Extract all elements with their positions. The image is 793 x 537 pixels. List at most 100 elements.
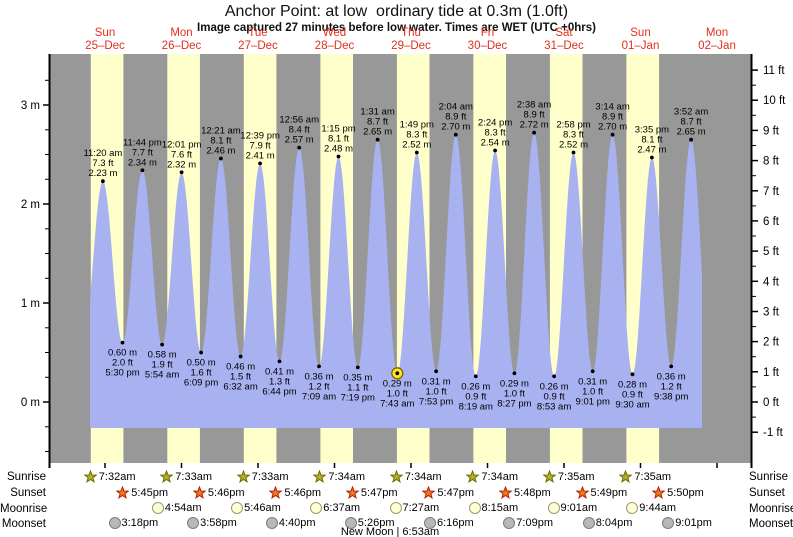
tide-event-dot bbox=[669, 364, 674, 369]
moonrise-time: 9:01am bbox=[560, 502, 598, 514]
moonset-entry: 7:09pm bbox=[503, 517, 553, 529]
sunrise-entry: 7:33am bbox=[160, 470, 212, 484]
sunrise-entry: 7:34am bbox=[313, 470, 365, 484]
day-label: Sat 31–Dec bbox=[529, 27, 599, 52]
tide-event-label: 1:15 pm 8.1 ft 2.48 m bbox=[321, 124, 355, 155]
day-date: 27–Dec bbox=[238, 39, 278, 52]
tide-event-label: 0.36 m 1.2 ft 9:38 pm bbox=[654, 371, 688, 402]
moonrise-time: 7:27am bbox=[402, 502, 440, 514]
day-weekday: Wed bbox=[322, 27, 347, 39]
sunrise-icon bbox=[466, 470, 480, 484]
moonset-time: 6:16pm bbox=[437, 517, 474, 529]
sunset-entry: 5:49pm bbox=[575, 486, 628, 500]
tide-event-dot bbox=[336, 154, 341, 159]
sunrise-row-label-left: Sunrise bbox=[7, 471, 46, 483]
moonset-row-label-left: Moonset bbox=[1, 518, 46, 530]
tide-event-label: 0.46 m 1.5 ft 6:32 am bbox=[223, 362, 257, 393]
day-label: Mon 26–Dec bbox=[147, 27, 217, 52]
moonset-entry: 9:01pm bbox=[662, 517, 712, 529]
day-label: Fri 30–Dec bbox=[453, 27, 523, 52]
day-date: 31–Dec bbox=[544, 39, 584, 52]
moonset-icon bbox=[424, 517, 436, 529]
tide-event-label: 2:58 pm 8.3 ft 2.52 m bbox=[556, 120, 590, 151]
tide-event-dot bbox=[630, 372, 635, 377]
sunrise-time: 7:33am bbox=[175, 471, 212, 483]
sunrise-time: 7:34am bbox=[481, 471, 519, 483]
moonset-row-label-right: Moonset bbox=[749, 518, 793, 530]
sunset-row-label-left: Sunset bbox=[10, 487, 46, 499]
sunset-icon bbox=[499, 486, 513, 500]
sunset-time: 5:46pm bbox=[284, 487, 322, 499]
right-axis-tick-label: 10 ft bbox=[763, 95, 786, 107]
sunrise-entry: 7:33am bbox=[236, 470, 289, 484]
right-axis-tick-label: 7 ft bbox=[763, 186, 780, 198]
tide-event-dot bbox=[689, 137, 693, 142]
moonset-entry: 3:58pm bbox=[187, 517, 237, 529]
moonrise-time: 8:15am bbox=[481, 502, 519, 514]
day-weekday: Mon bbox=[705, 27, 729, 39]
sunset-entry: 5:47pm bbox=[345, 486, 398, 500]
tide-event-label: 2:24 pm 8.3 ft 2.54 m bbox=[478, 118, 512, 149]
moonrise-icon bbox=[547, 502, 560, 514]
sunrise-icon bbox=[83, 470, 98, 484]
sunrise-icon bbox=[160, 470, 174, 484]
sunset-row-label-right: Sunset bbox=[749, 487, 785, 499]
sunrise-icon bbox=[389, 470, 404, 484]
tide-event-dot bbox=[590, 369, 595, 374]
sunrise-time: 7:32am bbox=[98, 471, 136, 483]
tide-event-dot bbox=[453, 132, 458, 137]
sunset-entry: 5:50pm bbox=[652, 486, 704, 500]
day-weekday: Sat bbox=[555, 27, 573, 39]
right-axis-tick-label: 8 ft bbox=[763, 156, 780, 168]
moonrise-row-label-right: Moonrise bbox=[749, 503, 793, 515]
right-axis-tick-label: 6 ft bbox=[763, 216, 780, 228]
moonrise-time: 5:46am bbox=[244, 502, 281, 514]
day-weekday: Mon bbox=[170, 27, 193, 39]
tide-event-label: 3:14 am 8.9 ft 2.70 m bbox=[595, 102, 629, 133]
tide-event-label: 3:52 am 8.7 ft 2.65 m bbox=[674, 107, 708, 138]
moonset-entry: 6:16pm bbox=[424, 517, 474, 529]
tide-event-dot bbox=[650, 155, 654, 160]
tide-event-label: 2:04 am 8.9 ft 2.70 m bbox=[439, 102, 473, 133]
day-label: Sun 25–Dec bbox=[70, 27, 140, 52]
tide-event-dot bbox=[297, 145, 302, 150]
tide-event-label: 0.29 m 1.0 ft 8:27 pm bbox=[497, 378, 531, 409]
tide-event-dot bbox=[395, 371, 400, 376]
right-axis-tick-label: 4 ft bbox=[763, 276, 780, 288]
moonset-entry: 3:18pm bbox=[108, 517, 158, 529]
day-weekday: Sun bbox=[630, 27, 651, 39]
sunset-time: 5:49pm bbox=[590, 487, 628, 499]
tide-event-dot bbox=[434, 369, 438, 374]
sunset-time: 5:46pm bbox=[207, 487, 245, 499]
day-label: Tue 27–Dec bbox=[223, 27, 293, 52]
tide-event-dot bbox=[101, 179, 105, 184]
tide-event-label: 0.31 m 1.0 ft 9:01 pm bbox=[576, 376, 610, 407]
sunrise-icon bbox=[619, 470, 633, 484]
tide-event-dot bbox=[140, 168, 145, 173]
tide-event-dot bbox=[238, 354, 243, 359]
moonset-time: 7:09pm bbox=[516, 517, 553, 529]
day-weekday: Thu bbox=[401, 27, 421, 39]
right-axis-tick-label: 2 ft bbox=[763, 337, 780, 349]
moonrise-entry: 6:37am bbox=[310, 502, 360, 514]
sunrise-entry: 7:34am bbox=[466, 470, 518, 484]
moonset-icon bbox=[187, 517, 200, 529]
moonrise-entry: 9:01am bbox=[547, 502, 598, 514]
day-weekday: Fri bbox=[480, 27, 495, 39]
moonset-entry: 5:26pm bbox=[344, 517, 395, 529]
left-axis-tick-label: 2 m bbox=[21, 199, 40, 211]
tide-event-dot bbox=[473, 374, 478, 379]
sunrise-icon bbox=[313, 470, 327, 484]
sunset-entry: 5:47pm bbox=[422, 486, 474, 500]
day-date: 30–Dec bbox=[467, 39, 508, 52]
moonset-icon bbox=[108, 517, 121, 529]
tide-event-dot bbox=[120, 340, 125, 345]
moonset-icon bbox=[662, 517, 675, 529]
tide-event-label: 2:38 am 8.9 ft 2.72 m bbox=[517, 100, 551, 131]
moonset-entry: 8:04pm bbox=[582, 517, 632, 529]
moonrise-icon bbox=[626, 502, 639, 514]
tide-event-dot bbox=[277, 359, 282, 364]
tide-event-dot bbox=[179, 170, 184, 175]
tide-event-dot bbox=[317, 364, 321, 369]
sunset-icon bbox=[269, 486, 283, 500]
